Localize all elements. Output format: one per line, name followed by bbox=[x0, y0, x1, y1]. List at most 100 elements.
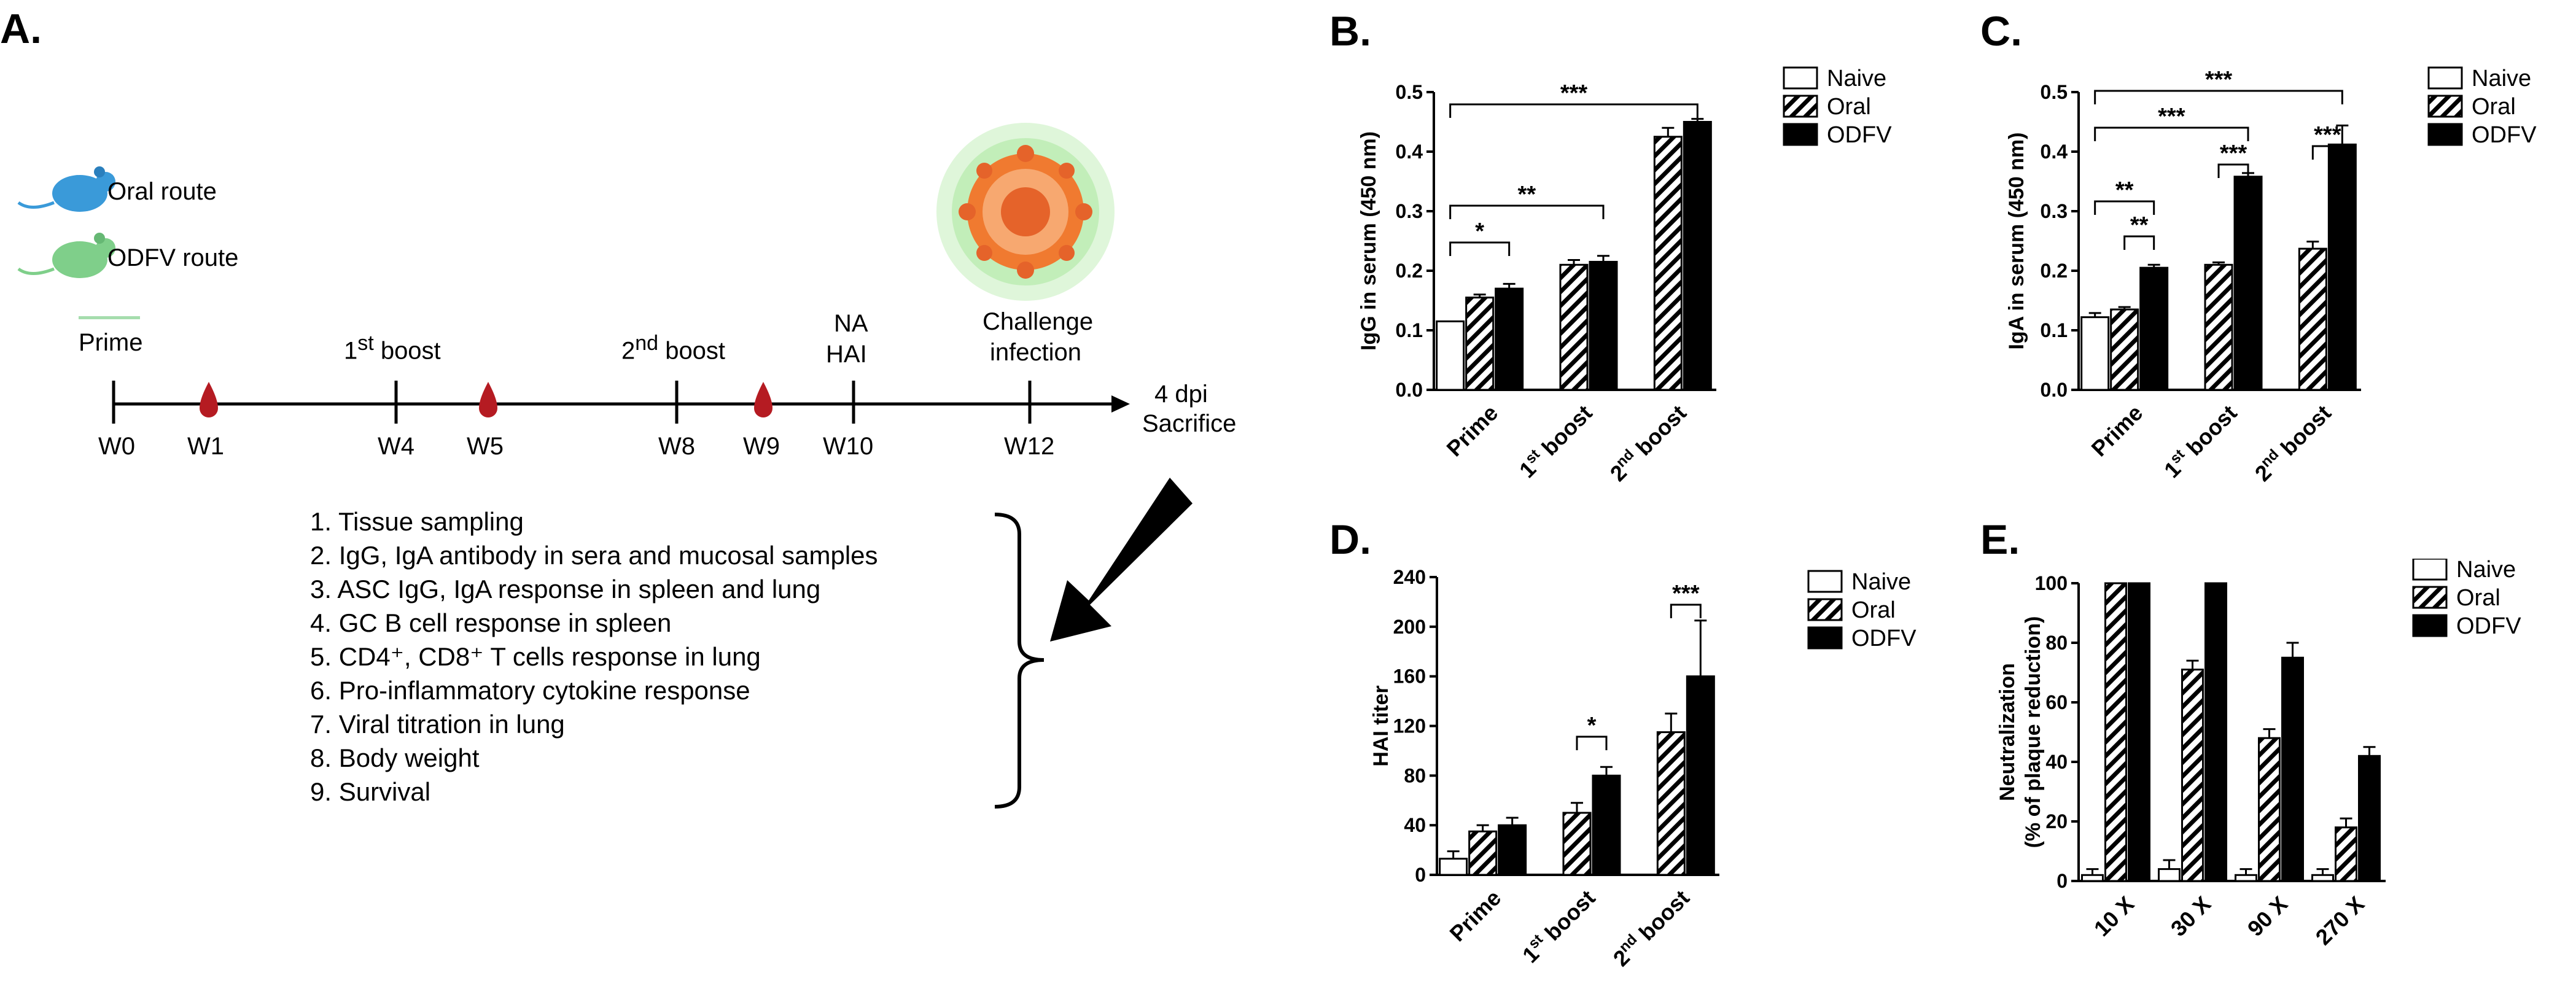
legend-label: Oral bbox=[2456, 585, 2500, 611]
tick-label: 270 X bbox=[2311, 891, 2370, 950]
oral-route-label: Oral route bbox=[107, 178, 217, 205]
week-label: W10 bbox=[823, 433, 874, 460]
week-label: W5 bbox=[467, 433, 504, 460]
panel-label-a: A. bbox=[0, 6, 42, 52]
blood-drop-icon bbox=[479, 382, 497, 417]
legend-swatch bbox=[2427, 123, 2463, 146]
oral-mouse-icon bbox=[17, 166, 115, 212]
bar bbox=[1465, 297, 1495, 391]
timeline-axis bbox=[112, 381, 1130, 424]
category-label: 1st boost bbox=[1517, 885, 1600, 968]
week-label: W12 bbox=[1004, 433, 1055, 460]
tick-label: 2nd boost bbox=[2249, 399, 2336, 486]
panel-label-e: E. bbox=[1980, 516, 2020, 563]
y-tick-label: 40 bbox=[1404, 814, 1426, 836]
legend-label: ODFV bbox=[1827, 122, 1892, 148]
y-tick-label: 120 bbox=[1393, 715, 1426, 737]
legend-label: ODFV bbox=[1851, 626, 1916, 651]
chart-b: 0.0 0.1 0.2 0.3 0.4 0.5 IgG in serum (450 nm) P… bbox=[1357, 66, 1892, 486]
y-axis-label: IgA in serum (450 nm) bbox=[2005, 133, 2028, 350]
y-tick-label: 100 bbox=[2035, 572, 2068, 594]
tick-label: Prime bbox=[1445, 885, 1506, 947]
bar bbox=[1562, 812, 1592, 876]
y-tick-label: 0.3 bbox=[2041, 200, 2068, 222]
list-item: 7. Viral titration in lung bbox=[310, 710, 565, 739]
list-item: 4. GC B cell response in spleen bbox=[310, 608, 672, 637]
bar bbox=[1592, 774, 1621, 876]
chart-c: 0.0 0.1 0.2 0.3 0.4 0.5 IgA in serum (450 nm) P… bbox=[2005, 66, 2537, 486]
legend-swatch bbox=[2412, 614, 2448, 637]
significance-bracket bbox=[2094, 200, 2155, 215]
bar bbox=[2258, 737, 2281, 882]
legend-label: ODFV bbox=[2456, 613, 2521, 639]
legend-label: Naive bbox=[1851, 569, 1911, 595]
list-item: 8. Body weight bbox=[310, 743, 480, 772]
bar bbox=[1559, 263, 1589, 391]
significance-label: *** bbox=[1672, 581, 1700, 607]
bar bbox=[2110, 308, 2139, 391]
bar bbox=[2298, 247, 2327, 391]
y-tick-label: 80 bbox=[2045, 632, 2068, 654]
week-label: W9 bbox=[743, 433, 780, 460]
significance-bracket bbox=[1576, 735, 1608, 750]
category-label: 30 X bbox=[2166, 891, 2216, 941]
bar bbox=[1686, 675, 1715, 876]
tick-label: Prime bbox=[2087, 400, 2148, 462]
bar bbox=[1589, 260, 1618, 391]
significance-label: *** bbox=[2158, 104, 2185, 130]
infection-label: infection bbox=[990, 339, 1081, 366]
y-tick-label: 200 bbox=[1393, 616, 1426, 638]
bar bbox=[2235, 874, 2257, 882]
y-tick-label: 0.5 bbox=[1396, 81, 1423, 103]
y-tick-label: 0.5 bbox=[2041, 81, 2068, 103]
panel-label-d: D. bbox=[1329, 516, 1371, 563]
boost1-label: 1st boost bbox=[344, 332, 441, 365]
significance-label: ** bbox=[2115, 177, 2134, 203]
bar bbox=[2139, 266, 2169, 391]
analysis-list: 1. Tissue sampling 2. IgG, IgA antibody … bbox=[310, 505, 878, 809]
sacrifice-label: Sacrifice bbox=[1142, 410, 1237, 437]
y-axis-label: IgG in serum (450 nm) bbox=[1357, 131, 1380, 351]
legend-swatch bbox=[2427, 66, 2463, 90]
legend-swatch bbox=[1783, 123, 1818, 146]
significance-bracket bbox=[1670, 603, 1702, 618]
significance-bracket bbox=[1449, 204, 1605, 219]
prime-label: Prime bbox=[79, 329, 143, 356]
challenge-label: Challenge bbox=[983, 308, 1094, 335]
timeline-diagram bbox=[17, 123, 1193, 809]
legend-label: Naive bbox=[1827, 66, 1886, 91]
bar bbox=[1439, 858, 1468, 876]
list-item: 6. Pro-inflammatory cytokine response bbox=[310, 676, 750, 705]
bar bbox=[2181, 669, 2204, 882]
y-tick-label: 0 bbox=[2057, 870, 2068, 892]
bar bbox=[1436, 320, 1465, 391]
list-item: 3. ASC IgG, IgA response in spleen and l… bbox=[310, 575, 821, 603]
panel-label-b: B. bbox=[1329, 8, 1371, 55]
legend-swatch bbox=[1807, 626, 1843, 650]
bar bbox=[2204, 263, 2233, 391]
bar bbox=[2081, 874, 2104, 882]
y-axis-label: HAI titer bbox=[1369, 685, 1393, 766]
y-tick-label: 0.4 bbox=[2041, 141, 2068, 163]
bar bbox=[2204, 582, 2227, 882]
y-axis-label: Neutralization bbox=[1996, 663, 2019, 801]
legend-swatch bbox=[1807, 570, 1843, 593]
category-label: Prime bbox=[1445, 885, 1506, 947]
week-label: W0 bbox=[98, 433, 135, 460]
legend-swatch bbox=[1783, 66, 1818, 90]
legend-swatch bbox=[2427, 95, 2463, 118]
bar bbox=[2080, 316, 2110, 391]
odfv-route-label: ODFV route bbox=[107, 244, 239, 271]
y-tick-label: 80 bbox=[1404, 764, 1426, 786]
bar bbox=[2104, 582, 2127, 882]
bar bbox=[2311, 874, 2334, 882]
y-tick-label: 0.2 bbox=[2041, 260, 2068, 282]
chart-e: 0 20 40 60 80 100 Neutralization (% of plaque r… bbox=[1996, 559, 2521, 950]
y-tick-label: 0.1 bbox=[1396, 319, 1423, 341]
list-item: 1. Tissue sampling bbox=[310, 507, 524, 536]
legend-label: Naive bbox=[2472, 66, 2531, 91]
significance-label: ** bbox=[2130, 212, 2149, 238]
category-label: 1st boost bbox=[1514, 400, 1597, 483]
y-tick-label: 160 bbox=[1393, 665, 1426, 688]
